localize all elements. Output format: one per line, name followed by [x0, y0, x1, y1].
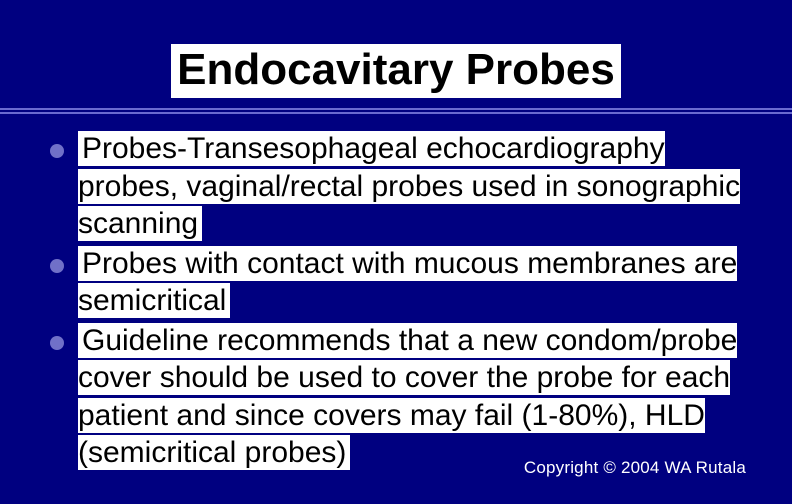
- bullet-icon: [50, 336, 64, 350]
- copyright-text: Copyright © 2004 WA Rutala: [524, 458, 746, 478]
- bullet-text: Guideline recommends that a new condom/p…: [78, 323, 737, 471]
- content-area: Probes-Transesophageal echocardiography …: [0, 130, 792, 490]
- bullet-text-wrap: Probes-Transesophageal echocardiography …: [78, 130, 762, 243]
- list-item: Probes-Transesophageal echocardiography …: [50, 130, 762, 243]
- bullet-text-wrap: Probes with contact with mucous membrane…: [78, 245, 762, 320]
- bullet-text: Probes with contact with mucous membrane…: [78, 246, 737, 319]
- bullet-icon: [50, 259, 64, 273]
- list-item: Guideline recommends that a new condom/p…: [50, 322, 762, 472]
- list-item: Probes with contact with mucous membrane…: [50, 245, 762, 320]
- bullet-icon: [50, 144, 64, 158]
- title-divider: [0, 108, 792, 114]
- bullet-text-wrap: Guideline recommends that a new condom/p…: [78, 322, 762, 472]
- bullet-text: Probes-Transesophageal echocardiography …: [78, 131, 740, 241]
- title-container: Endocavitary Probes: [0, 0, 792, 98]
- slide-title: Endocavitary Probes: [171, 44, 621, 98]
- slide: Endocavitary Probes Probes-Transesophage…: [0, 0, 792, 504]
